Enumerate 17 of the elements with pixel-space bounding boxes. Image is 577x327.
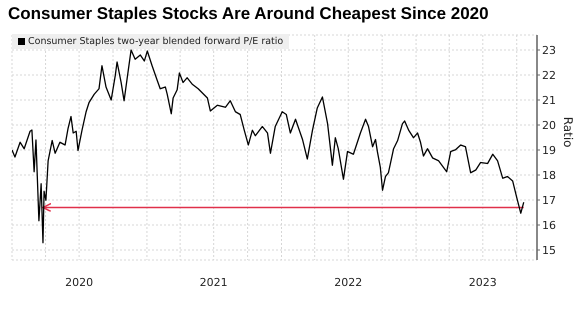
- y-tick-label: 17: [542, 194, 556, 207]
- legend-label: Consumer Staples two-year blended forward P/E ratio: [28, 36, 284, 47]
- y-tick-label: 23: [542, 44, 556, 57]
- y-tick-label: 20: [542, 118, 556, 132]
- x-tick-label: 2020: [65, 276, 94, 289]
- y-tick-label: 21: [542, 94, 556, 107]
- x-tick-label: 2022: [334, 276, 362, 289]
- y-tick-label: 15: [542, 244, 556, 257]
- y-tick-label: 22: [542, 68, 556, 82]
- y-tick-label: 16: [542, 218, 556, 232]
- chart-title: Consumer Staples Stocks Are Around Cheapest Since 2020: [8, 4, 489, 24]
- x-tick-label: 2021: [200, 276, 228, 289]
- y-axis-title: Ratio: [560, 116, 575, 148]
- y-tick-label: 18: [542, 168, 556, 182]
- x-tick-label: 2023: [468, 276, 497, 289]
- line-series: [12, 49, 524, 244]
- y-tick-label: 19: [542, 144, 556, 157]
